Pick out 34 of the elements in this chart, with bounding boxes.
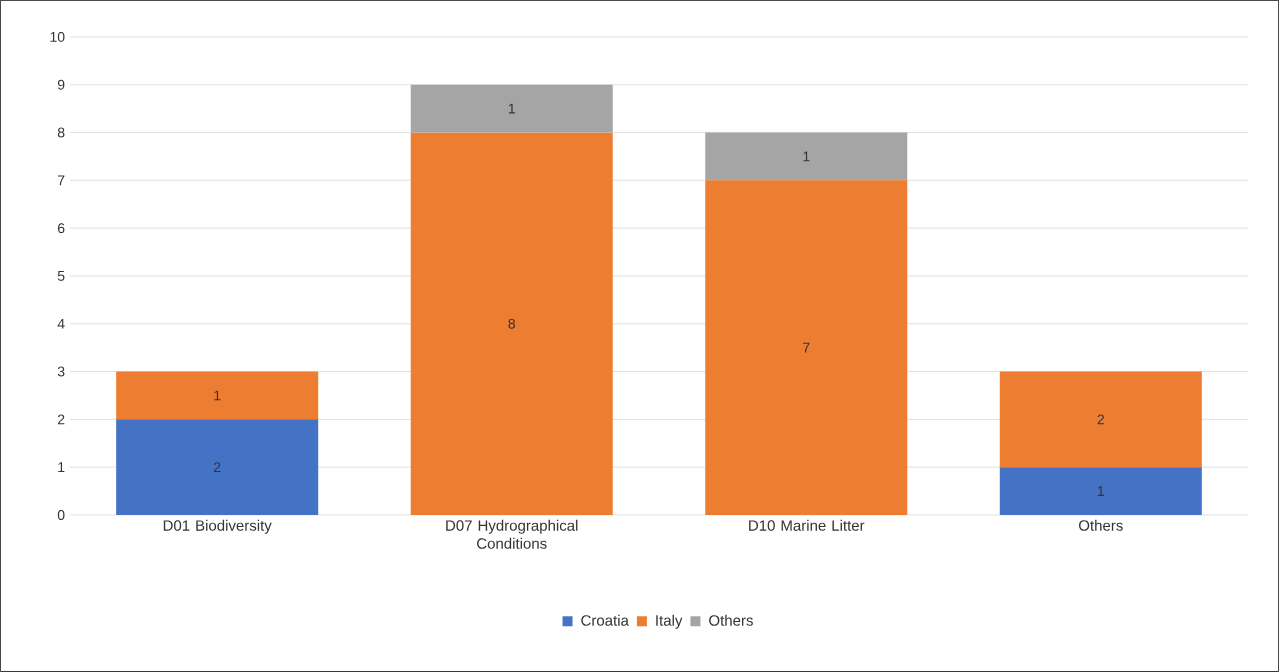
bar (116, 371, 319, 420)
x-tick-label: D07 Hydrographical Conditions (446, 519, 578, 549)
x-tick-label: D01 Biodiversity (163, 519, 272, 534)
y-tick-label: 9 (57, 79, 65, 90)
y-tick-label: 1 (58, 462, 65, 473)
y-tick-label: 8 (57, 127, 65, 138)
bar (999, 371, 1202, 468)
data-label: 2 (1097, 414, 1104, 425)
bar (705, 180, 908, 516)
x-tick-label: D10 Marine Litter (749, 519, 865, 531)
legend-label: Croatia (581, 614, 629, 626)
data-label: 1 (803, 151, 810, 162)
data-label: 7 (803, 342, 810, 353)
x-tick-label: Others (1079, 519, 1123, 531)
y-tick-label: 10 (50, 31, 65, 42)
y-tick-label: 0 (57, 510, 65, 520)
y-tick-label: 4 (57, 318, 65, 329)
y-tick-label: 7 (57, 175, 65, 186)
data-label: 1 (508, 103, 515, 114)
y-tick-label: 2 (57, 414, 65, 425)
bar (410, 84, 613, 133)
bar (999, 467, 1202, 516)
data-label: 8 (508, 318, 516, 329)
data-label: 2 (214, 462, 221, 473)
bar (116, 419, 319, 516)
y-tick-label: 5 (57, 271, 65, 281)
bar (410, 132, 613, 516)
data-label: 1 (1097, 486, 1105, 496)
legend-label: Others (709, 614, 753, 626)
legend-label: Italy (656, 614, 683, 629)
bar (705, 132, 908, 181)
data-label: 1 (214, 390, 221, 401)
y-tick-label: 3 (57, 366, 65, 377)
y-tick-label: 6 (57, 223, 65, 234)
